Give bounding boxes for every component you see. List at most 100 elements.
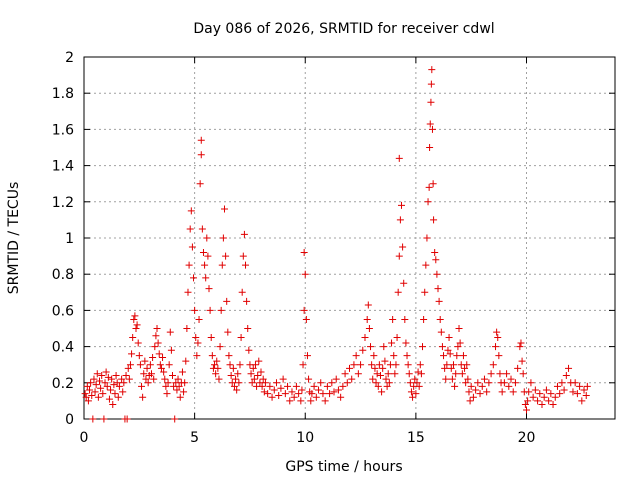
data-point bbox=[133, 321, 141, 329]
data-point bbox=[220, 205, 228, 213]
x-tick-label: 10 bbox=[296, 430, 314, 446]
data-point bbox=[275, 391, 283, 399]
data-point bbox=[310, 382, 318, 390]
data-point bbox=[383, 382, 391, 390]
data-point bbox=[354, 370, 362, 378]
data-point bbox=[236, 361, 244, 369]
data-point bbox=[419, 343, 427, 351]
data-point bbox=[162, 382, 170, 390]
data-point bbox=[120, 379, 128, 387]
data-point bbox=[258, 382, 266, 390]
data-point bbox=[517, 339, 525, 347]
data-point bbox=[119, 388, 127, 396]
data-point bbox=[421, 288, 429, 296]
data-point bbox=[219, 234, 227, 242]
data-point bbox=[414, 368, 422, 376]
data-point bbox=[109, 401, 117, 409]
data-point bbox=[292, 382, 300, 390]
data-point bbox=[131, 312, 139, 320]
data-point bbox=[185, 261, 193, 269]
data-point bbox=[150, 375, 158, 383]
data-point bbox=[257, 368, 265, 376]
data-point bbox=[521, 401, 529, 409]
data-point bbox=[297, 397, 305, 405]
data-point bbox=[459, 352, 467, 360]
data-point bbox=[300, 248, 308, 256]
data-point bbox=[268, 393, 276, 401]
data-point bbox=[417, 370, 425, 378]
data-point bbox=[169, 372, 176, 380]
data-point bbox=[452, 370, 460, 378]
data-point bbox=[321, 397, 329, 405]
data-point bbox=[503, 370, 511, 378]
data-point bbox=[238, 288, 246, 296]
data-point bbox=[100, 415, 108, 423]
data-point bbox=[507, 375, 515, 383]
data-point bbox=[224, 328, 232, 336]
data-point bbox=[343, 379, 351, 387]
data-point bbox=[434, 285, 442, 293]
data-point bbox=[111, 390, 119, 398]
y-tick-label: 0 bbox=[65, 412, 74, 428]
y-tick-label: 0.6 bbox=[52, 303, 74, 319]
data-point bbox=[197, 151, 205, 159]
data-point bbox=[485, 379, 493, 387]
data-point bbox=[405, 370, 413, 378]
data-point bbox=[466, 397, 474, 405]
data-point bbox=[123, 415, 131, 423]
data-point bbox=[260, 388, 268, 396]
data-point bbox=[476, 390, 484, 398]
data-point bbox=[518, 357, 526, 365]
data-points bbox=[81, 66, 591, 423]
data-point bbox=[571, 379, 579, 387]
data-point bbox=[505, 382, 513, 390]
y-tick-label: 0.4 bbox=[52, 340, 74, 356]
data-point bbox=[195, 315, 203, 323]
data-point bbox=[397, 201, 405, 209]
data-point bbox=[369, 375, 377, 383]
data-point bbox=[247, 370, 255, 378]
data-point bbox=[582, 391, 590, 399]
data-point bbox=[576, 382, 584, 390]
data-point bbox=[573, 390, 581, 398]
data-point bbox=[326, 390, 334, 398]
data-point bbox=[330, 388, 338, 396]
data-point bbox=[140, 370, 148, 378]
data-point bbox=[480, 375, 488, 383]
data-point bbox=[472, 386, 480, 394]
data-point bbox=[264, 390, 272, 398]
data-point bbox=[298, 386, 306, 394]
data-point bbox=[385, 379, 393, 387]
data-point bbox=[147, 370, 155, 378]
data-point bbox=[373, 370, 381, 378]
grid-lines bbox=[84, 57, 615, 419]
data-point bbox=[427, 98, 435, 106]
data-point bbox=[108, 375, 116, 383]
data-point bbox=[531, 386, 539, 394]
data-point bbox=[301, 270, 309, 278]
data-point bbox=[90, 375, 98, 383]
data-point bbox=[203, 234, 211, 242]
data-point bbox=[151, 343, 159, 351]
data-point bbox=[430, 216, 438, 224]
data-point bbox=[390, 352, 398, 360]
data-point bbox=[105, 395, 113, 403]
data-point bbox=[232, 375, 240, 383]
data-point bbox=[266, 382, 274, 390]
data-point bbox=[245, 346, 253, 354]
data-point bbox=[112, 372, 120, 380]
data-point bbox=[332, 375, 340, 383]
data-point bbox=[154, 339, 162, 347]
data-point bbox=[194, 339, 202, 347]
data-point bbox=[216, 343, 224, 351]
data-point bbox=[379, 364, 387, 372]
chart-title: Day 086 of 2026, SRMTID for receiver cdw… bbox=[193, 21, 494, 37]
data-point bbox=[348, 375, 356, 383]
x-tick-label: 20 bbox=[518, 430, 536, 446]
data-point bbox=[239, 252, 247, 260]
data-point bbox=[442, 375, 450, 383]
data-point bbox=[178, 368, 186, 376]
data-point bbox=[431, 248, 439, 256]
data-point bbox=[136, 361, 144, 369]
data-point bbox=[372, 379, 380, 387]
